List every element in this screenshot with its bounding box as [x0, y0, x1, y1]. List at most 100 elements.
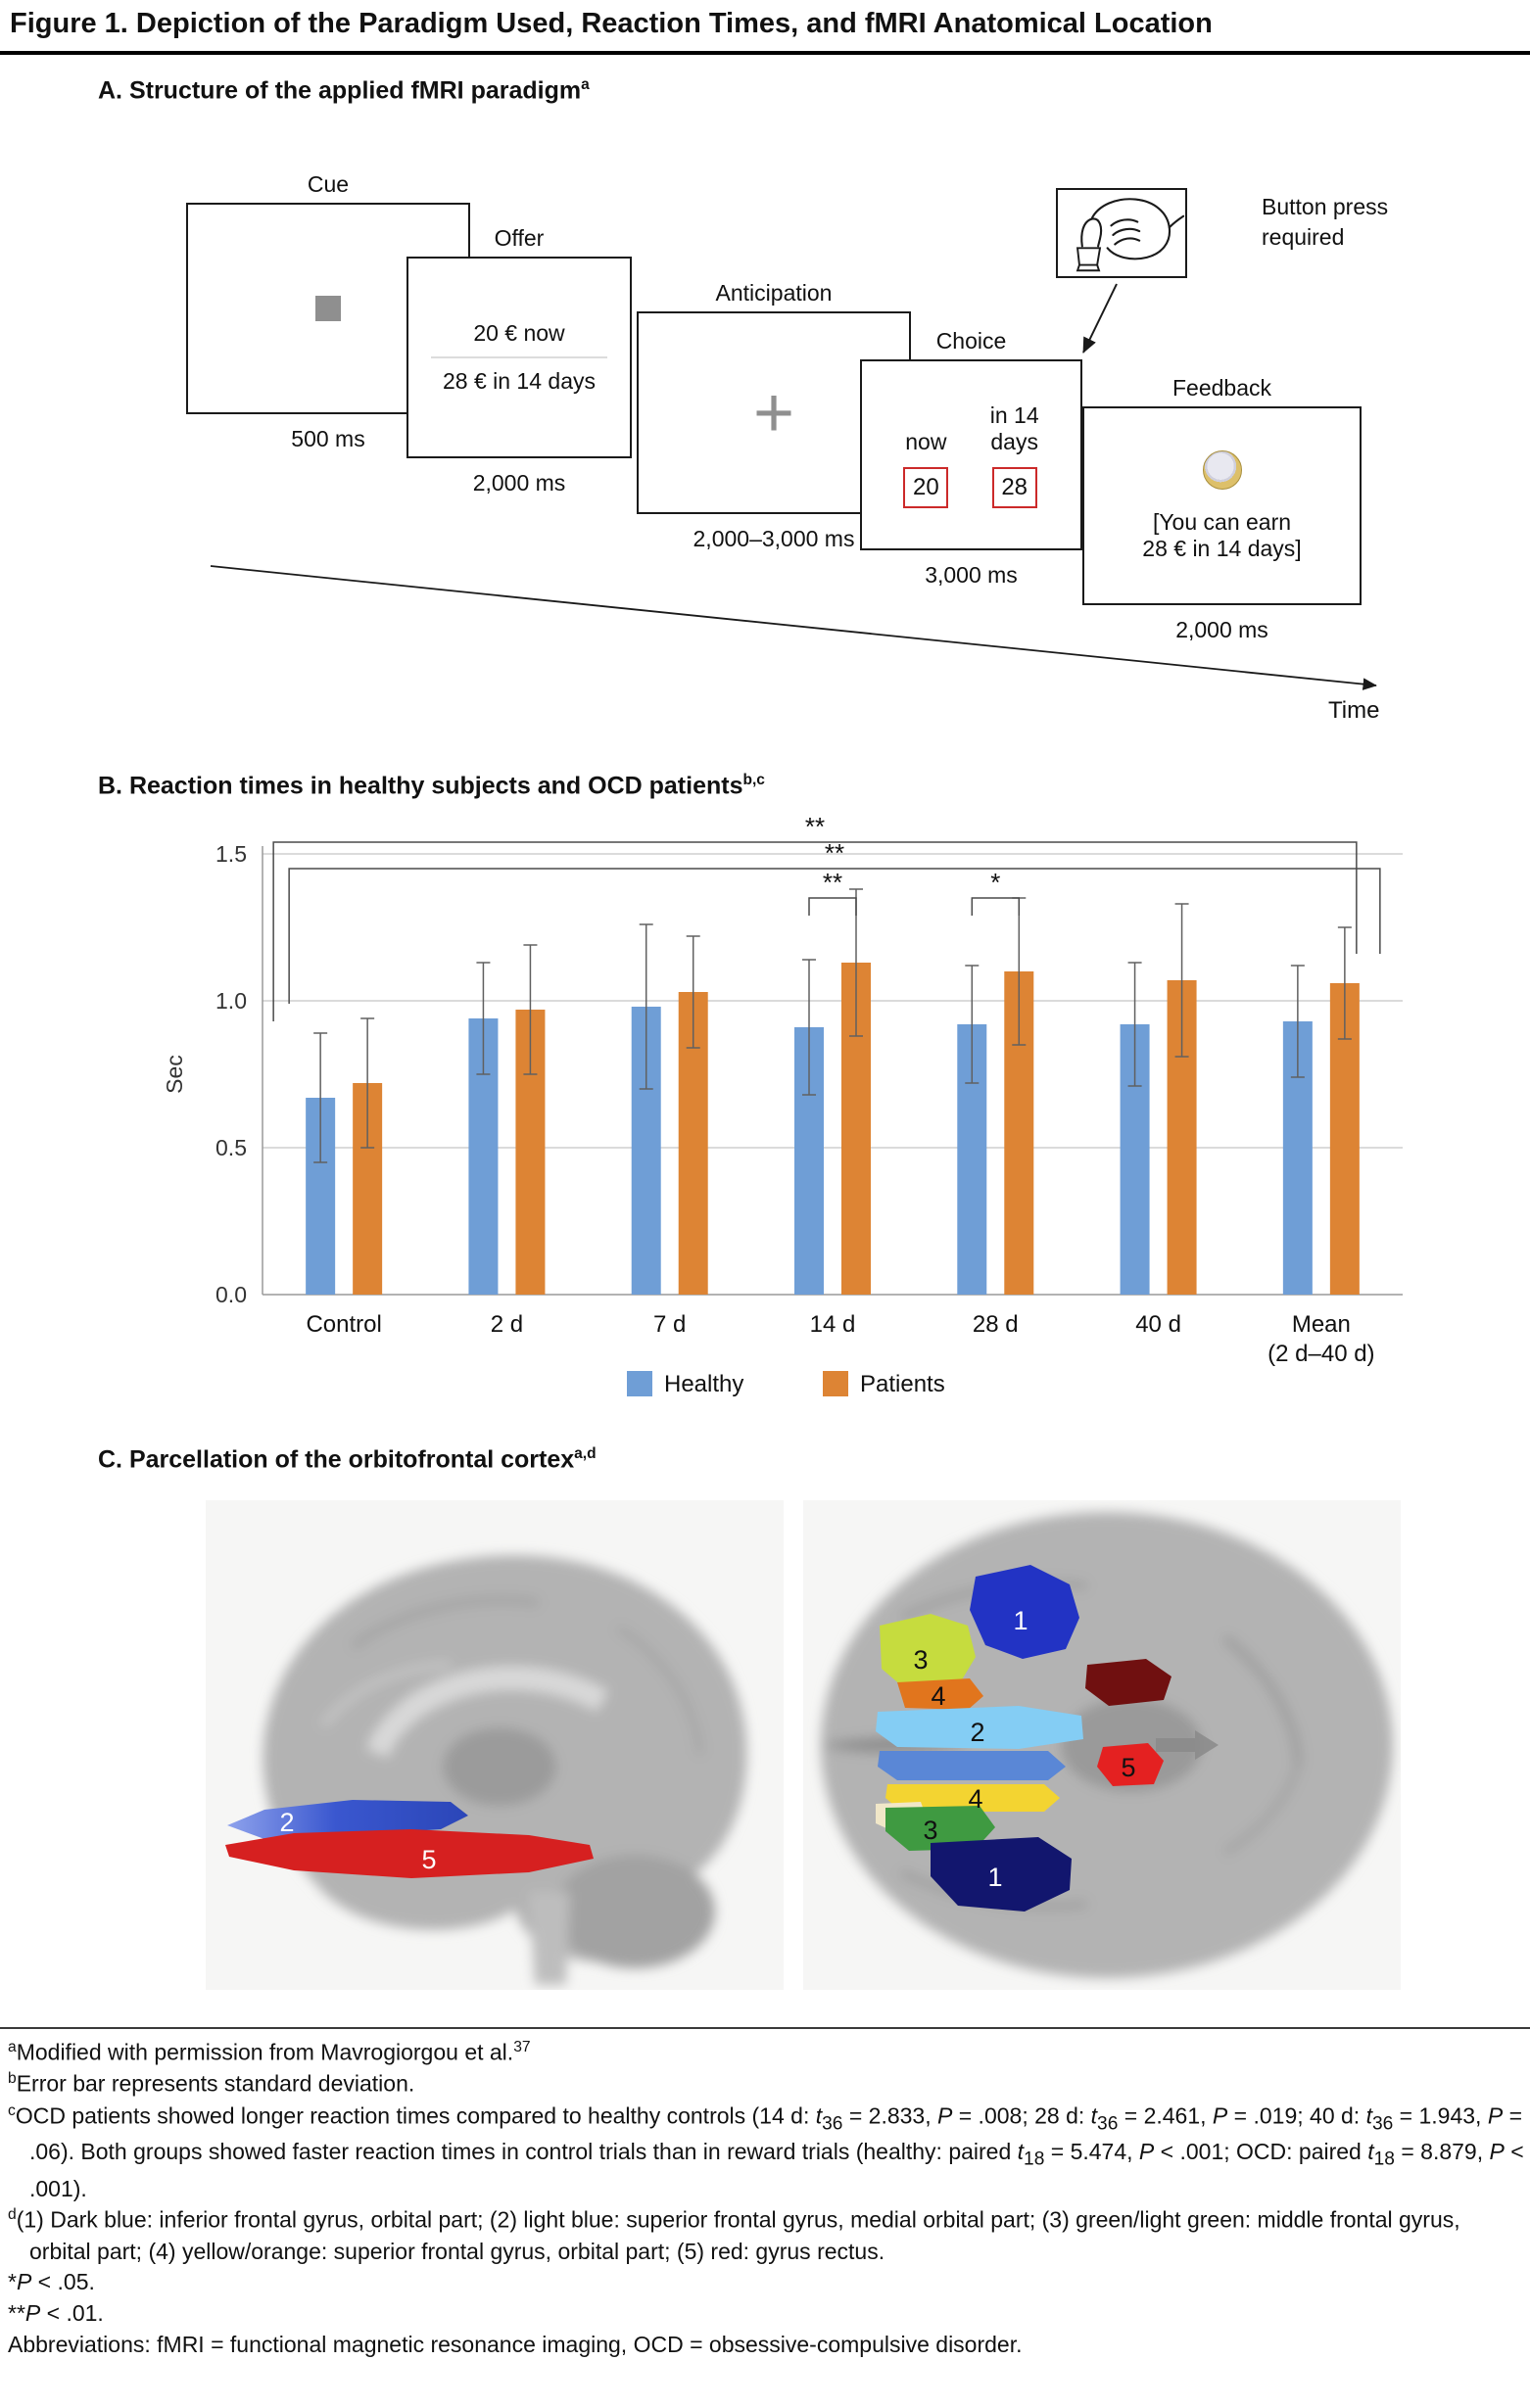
axial-region-4-bottom	[885, 1784, 1060, 1812]
category-label: Control	[306, 1311, 381, 1338]
choice-now-value: 20	[903, 466, 949, 508]
axial-region-2	[876, 1706, 1083, 1749]
reaction-time-chart: 0.0 0.5 1.0 1.5 Sec Control 2 d 7 d 14 d 28 d 40 d…	[162, 815, 1403, 1397]
axial-region-2-label: 2	[970, 1718, 984, 1747]
category-label: 28 d	[973, 1311, 1019, 1338]
panel-b-heading-text: B. Reaction times in healthy subjects an…	[98, 772, 743, 800]
sig-bracket	[808, 897, 857, 916]
sig-bracket	[971, 897, 1021, 916]
axial-pointer-arrow	[1156, 1730, 1219, 1760]
panel-c-heading: C. Parcellation of the orbitofrontal cor…	[98, 1445, 597, 1474]
panel-a-heading-sup: a	[581, 76, 590, 93]
axial-region-1-top	[970, 1565, 1079, 1659]
panel-c-heading-sup: a,d	[574, 1445, 597, 1462]
stage-choice-box: now 20 in 14 days 28	[860, 359, 1082, 550]
feedback-message: [You can earn 28 € in 14 days]	[1142, 508, 1302, 561]
axial-region-4-top-label: 4	[931, 1681, 945, 1711]
category-label: 7 d	[653, 1311, 686, 1338]
axial-region-1-bottom-label: 1	[987, 1863, 1002, 1892]
sagittal-brain-image: 2 5	[206, 1500, 784, 1990]
button-press-arrow	[1082, 283, 1118, 354]
time-axis-label: Time	[1328, 697, 1380, 724]
y-tick-label: 0.0	[215, 1282, 247, 1307]
hand-press-icon	[1076, 198, 1185, 272]
stage-offer-duration: 2,000 ms	[472, 470, 566, 496]
choice-delayed-value: 28	[991, 466, 1037, 508]
axial-region-3-bottom	[885, 1806, 995, 1851]
category-label: 14 d	[810, 1311, 856, 1338]
button-press-illustration	[1056, 188, 1187, 278]
stage-feedback-label: Feedback	[1171, 375, 1271, 401]
axial-region-5-label: 5	[1121, 1753, 1135, 1782]
panel-a-heading: A. Structure of the applied fMRI paradig…	[98, 76, 590, 105]
axial-region-4-top	[897, 1678, 983, 1710]
sagittal-region-2-label: 2	[279, 1808, 294, 1837]
panel-b-heading-sup: b,c	[742, 772, 765, 788]
y-tick-label: 1.0	[215, 988, 247, 1014]
footnote-starstar: **P < .01.	[8, 2300, 104, 2327]
footnote-a: aModified with permission from Mavrogior…	[8, 2039, 531, 2065]
fixation-cross: +	[752, 373, 795, 452]
axial-region-3-top-label: 3	[913, 1645, 928, 1675]
title-rule	[0, 51, 1530, 55]
footnote-rule	[0, 2027, 1530, 2029]
sig-label: *	[990, 868, 1000, 897]
category-label: 40 d	[1135, 1311, 1181, 1338]
figure-title: Figure 1. Depiction of the Paradigm Used…	[10, 8, 1213, 39]
footnotes: aModified with permission from Mavrogior…	[8, 2037, 1524, 2361]
stage-choice: Choice now 20 in 14 days 28 3,000 ms	[860, 328, 1082, 588]
sagittal-region-2-blue	[227, 1800, 468, 1839]
stage-cue-duration: 500 ms	[291, 426, 365, 451]
stage-anticipation-label: Anticipation	[715, 280, 833, 306]
sig-label: **	[823, 868, 842, 897]
footnote-c: cOCD patients showed longer reaction tim…	[8, 2101, 1524, 2201]
footnote-d: d(1) Dark blue: inferior frontal gyrus, …	[8, 2206, 1460, 2264]
stage-offer-box: 20 € now 28 € in 14 days	[406, 257, 632, 458]
stage-feedback: Feedback [You can earn 28 € in 14 days] …	[1082, 375, 1362, 642]
legend-label-healthy: Healthy	[664, 1371, 743, 1397]
sig-label: **	[825, 838, 844, 868]
legend-swatch-patients	[823, 1371, 848, 1396]
stage-anticipation-duration: 2,000–3,000 ms	[693, 526, 855, 551]
offer-delayed-text: 28 € in 14 days	[442, 368, 596, 394]
stage-feedback-box: [You can earn 28 € in 14 days]	[1082, 406, 1362, 605]
axial-region-1-bottom	[931, 1837, 1072, 1912]
axial-patch-medium-blue	[878, 1751, 1066, 1780]
choice-option-delayed: in 14 days 28	[990, 402, 1039, 508]
axial-region-5	[1097, 1743, 1164, 1786]
euro-coin-icon	[1202, 449, 1242, 490]
axial-region-3-top	[880, 1614, 976, 1692]
paradigm-diagram: Cue 500 ms Offer 20 € now 28 € in 14 day…	[0, 147, 1530, 759]
sagittal-region-5-red	[225, 1829, 594, 1878]
footnote-b: bError bar represents standard deviation…	[8, 2070, 415, 2098]
offer-now-text: 20 € now	[473, 320, 565, 346]
sig-label: **	[805, 815, 825, 841]
sig-bracket	[288, 868, 1381, 1004]
stage-cue-label: Cue	[307, 171, 350, 197]
stage-choice-duration: 3,000 ms	[925, 562, 1018, 588]
sagittal-region-5-label: 5	[421, 1845, 436, 1874]
axial-region-4-bottom-label: 4	[968, 1784, 982, 1814]
y-axis-title: Sec	[162, 1055, 187, 1094]
legend-label-patients: Patients	[860, 1371, 945, 1397]
offer-divider	[430, 356, 608, 358]
axial-region-1-top-label: 1	[1013, 1606, 1028, 1635]
cue-square	[315, 296, 341, 321]
panel-c-heading-text: C. Parcellation of the orbitofrontal cor…	[98, 1445, 575, 1474]
button-press-label: Button press required	[1262, 194, 1389, 251]
footnote-star: *P < .05.	[8, 2269, 95, 2295]
choice-option-now: now 20	[903, 428, 949, 508]
stage-feedback-duration: 2,000 ms	[1175, 617, 1268, 642]
choice-now-label: now	[905, 428, 947, 454]
footnote-abbreviations: Abbreviations: fMRI = functional magneti…	[8, 2331, 1023, 2357]
stage-choice-label: Choice	[935, 328, 1007, 354]
panel-a-heading-text: A. Structure of the applied fMRI paradig…	[98, 76, 582, 105]
panel-b-heading: B. Reaction times in healthy subjects an…	[98, 772, 765, 800]
y-tick-label: 0.5	[215, 1135, 247, 1160]
axial-region-3-bottom-label: 3	[923, 1816, 937, 1845]
axial-brain-image: 1 3 4 2 5 4 3 1	[803, 1500, 1401, 1990]
choice-delayed-label: in 14 days	[989, 401, 1039, 454]
y-tick-label: 1.5	[215, 841, 247, 867]
category-label: Mean (2 d–40 d)	[1267, 1311, 1374, 1367]
stage-offer: Offer 20 € now 28 € in 14 days 2,000 ms	[406, 225, 632, 496]
